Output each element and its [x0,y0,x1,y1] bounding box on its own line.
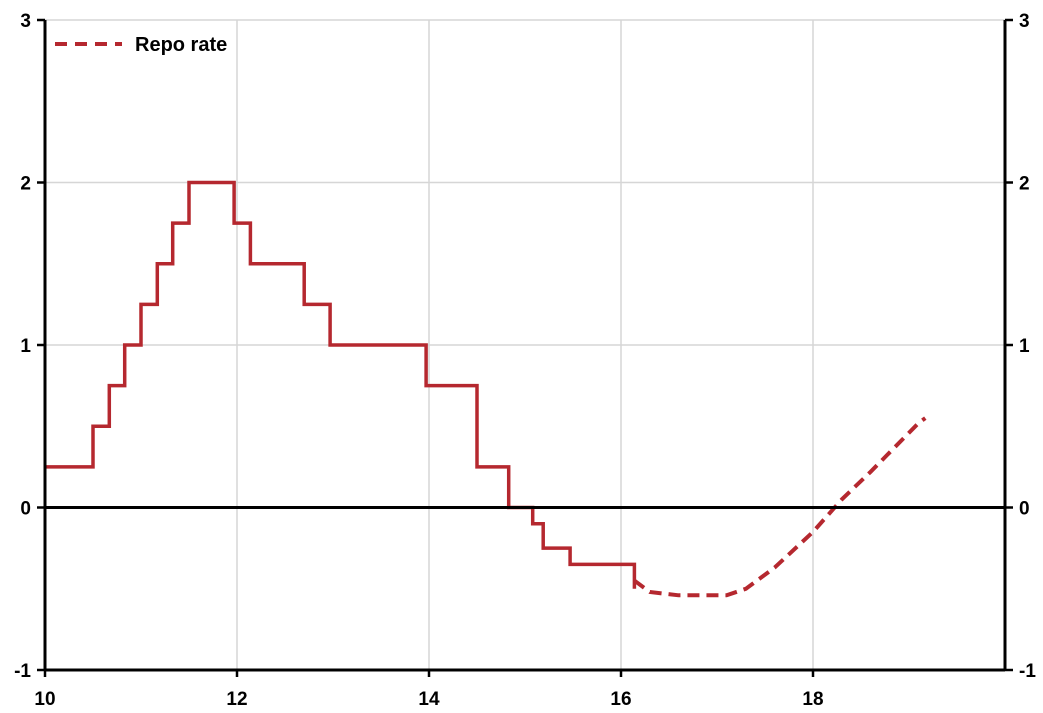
y-tick-label-left: 1 [20,336,31,357]
axes [37,18,1013,677]
x-tick-label: 18 [802,689,823,710]
y-tick-label-right: 0 [1019,499,1030,520]
series-line-repo-rate-outcome [45,180,637,589]
x-tick-label: 16 [610,689,631,710]
y-tick-label-right: 3 [1019,11,1030,32]
y-tick-label-left: 2 [20,174,31,195]
y-tick-label-left: 3 [20,11,31,32]
tick-labels: -1 -10 01 12 23 310 12 14 16 18 [14,11,1036,710]
y-tick-label-left: -1 [14,661,31,682]
y-tick-label-right: -1 [1019,661,1036,682]
y-tick-label-right: 2 [1019,174,1030,195]
y-tick-label-left: 0 [20,499,31,520]
series-layer [45,180,927,598]
legend-label-repo-rate: Repo rate [135,34,227,56]
grid-lines [45,19,1005,671]
x-tick-label: 14 [418,689,440,710]
x-tick-label: 10 [34,689,55,710]
legend: Repo rate [55,34,227,56]
x-tick-label: 12 [226,689,247,710]
y-tick-label-right: 1 [1019,336,1030,357]
series-line-repo-rate-forecast [633,416,927,598]
